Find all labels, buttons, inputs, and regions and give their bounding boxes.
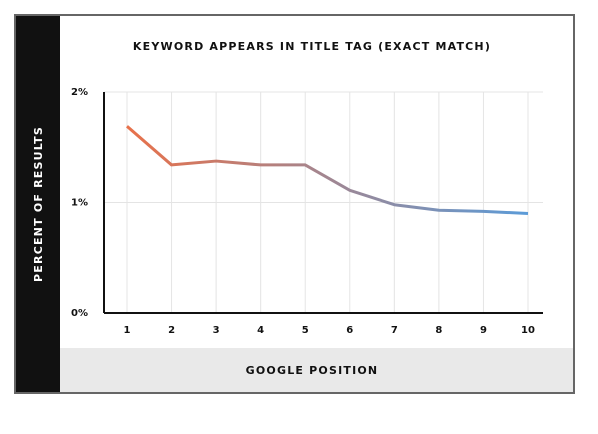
y-tick-label: 1% [71,198,88,209]
y-axis-label: PERCENT OF RESULTS [32,126,45,282]
x-tick-label: 9 [480,325,487,336]
frame [14,14,575,394]
x-tick-label: 6 [346,325,353,336]
x-tick-label: 8 [435,325,442,336]
data-line [126,125,529,216]
y-tick-label: 0% [71,308,88,319]
x-tick-label: 3 [213,325,220,336]
x-tick-label: 4 [257,325,264,336]
chart-title: KEYWORD APPEARS IN TITLE TAG (EXACT MATC… [133,40,491,53]
x-tick-label: 10 [521,325,535,336]
y-tick-label: 2% [71,87,88,98]
x-tick-label: 5 [302,325,309,336]
x-tick-label: 1 [124,325,131,336]
sidebar [16,16,60,392]
x-axis-label: GOOGLE POSITION [246,364,379,377]
x-tick-label: 7 [391,325,398,336]
x-label-band [60,348,573,392]
x-tick-label: 2 [168,325,175,336]
